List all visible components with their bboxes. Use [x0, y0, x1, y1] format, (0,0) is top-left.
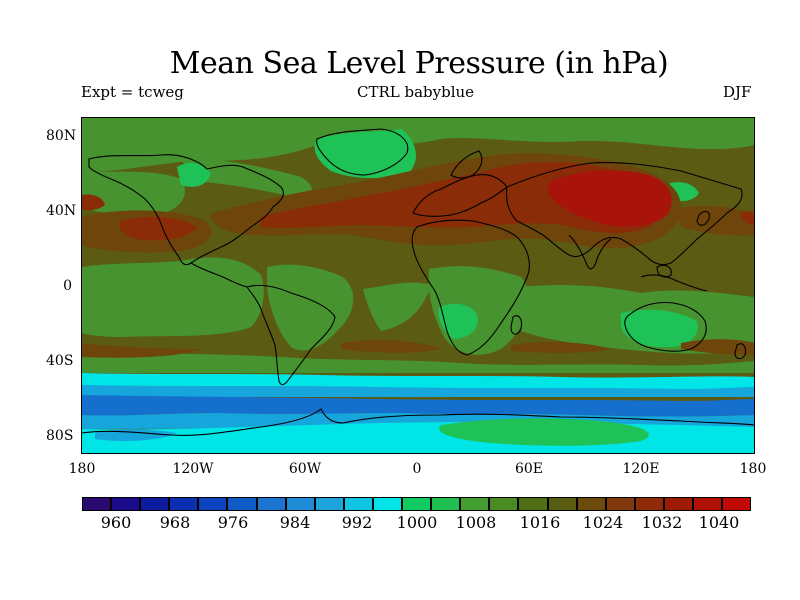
- lon-label-60w: 60W: [288, 461, 322, 477]
- lon-label-120w: 120W: [172, 461, 214, 477]
- lon-label-120e: 120E: [622, 461, 660, 477]
- colorbar-cell-17: [576, 497, 606, 511]
- colorbar-label-1032: 1032: [641, 513, 683, 532]
- orange-north-pacific-west: [675, 206, 755, 236]
- colorbar-cell-3: [169, 497, 199, 511]
- colorbar-label-1024: 1024: [582, 513, 624, 532]
- colorbar-cell-15: [518, 497, 548, 511]
- green-west-north-america: [81, 169, 185, 216]
- colorbar-cell-18: [605, 497, 635, 511]
- colorbar: [82, 497, 752, 511]
- lat-label-40s: 40S: [46, 353, 74, 369]
- lat-label-eq: 0: [63, 278, 72, 294]
- colorbar-label-984: 984: [279, 513, 311, 532]
- green-antarctica-east: [439, 418, 649, 446]
- coast-madagascar: [510, 315, 523, 335]
- lon-label-0: 0: [412, 461, 422, 477]
- coast-north-america: [88, 154, 284, 266]
- colorbar-label-1008: 1008: [455, 513, 497, 532]
- colorbar-cell-21: [692, 497, 723, 511]
- colorbar-cell-10: [372, 497, 403, 511]
- colorbar-label-992: 992: [341, 513, 373, 532]
- coast-greenland: [316, 128, 409, 176]
- coast-scandinavia: [450, 150, 483, 179]
- colorbar-label-960: 960: [100, 513, 132, 532]
- lat-label-80n: 80N: [46, 128, 77, 144]
- colorbar-label-1016: 1016: [519, 513, 561, 532]
- green-north-arctic: [81, 117, 755, 171]
- coast-new-zealand: [734, 343, 747, 360]
- green-south-band: [81, 349, 755, 373]
- coast-japan: [696, 210, 710, 226]
- colorbar-cell-4: [198, 497, 228, 511]
- orange-south-indian: [511, 342, 611, 353]
- colorbar-cell-9: [343, 497, 373, 511]
- bright-green-australia: [621, 309, 698, 348]
- lat-label-80s: 80S: [46, 428, 74, 444]
- colorbar-cell-14: [489, 497, 519, 511]
- colorbar-cell-0: [82, 497, 112, 511]
- pressure-map: [81, 117, 755, 454]
- colorbar-cell-11: [402, 497, 432, 511]
- colorbar-label-1040: 1040: [698, 513, 740, 532]
- map-svg: [81, 117, 755, 454]
- colorbar-cell-6: [256, 497, 286, 511]
- bright-green-nordic: [177, 162, 211, 187]
- red-azores-high: [119, 216, 197, 241]
- colorbar-label-976: 976: [217, 513, 249, 532]
- blue-south-band: [81, 395, 755, 417]
- colorbar-cell-22: [722, 497, 752, 511]
- orange-south-atlantic: [81, 343, 201, 358]
- coast-indonesia: [640, 274, 708, 292]
- dark-red-siberian-high: [547, 170, 672, 227]
- run-label: CTRL babyblue: [357, 83, 475, 101]
- green-tropical-west: [81, 257, 264, 337]
- colorbar-cell-2: [140, 497, 170, 511]
- coast-antarctica: [81, 408, 755, 436]
- red-north-pacific-west: [741, 211, 755, 225]
- bright-green-greenland: [314, 129, 416, 179]
- experiment-label: Expt = tcweg: [81, 83, 184, 101]
- green-south-america: [267, 264, 354, 351]
- colorbar-cell-5: [227, 497, 257, 511]
- lightblue-south-band: [81, 385, 755, 397]
- coast-central-america: [190, 262, 248, 288]
- bright-green-africa: [438, 303, 478, 339]
- coast-australia: [624, 301, 707, 352]
- coastlines: [81, 128, 755, 436]
- coast-india: [568, 234, 612, 270]
- map-frame: [81, 117, 755, 454]
- lightblue-antarctica-west: [95, 429, 177, 441]
- lon-label-60e: 60E: [514, 461, 544, 477]
- colorbar-cell-19: [634, 497, 664, 511]
- lon-label-180e: 180: [739, 461, 767, 477]
- colorbar-cell-16: [547, 497, 577, 511]
- green-tropical-atlantic: [363, 282, 431, 331]
- colorbar-cell-7: [285, 497, 315, 511]
- chart-title: Mean Sea Level Pressure (in hPa): [169, 46, 669, 81]
- colorbar-cell-20: [663, 497, 693, 511]
- coast-asia: [505, 161, 743, 266]
- colorbar-cell-12: [431, 497, 461, 511]
- coast-borneo: [656, 264, 672, 278]
- season-label: DJF: [723, 83, 752, 101]
- coast-africa: [411, 219, 530, 356]
- red-north-pacific-east: [81, 194, 105, 211]
- colorbar-label-1000: 1000: [396, 513, 438, 532]
- lat-label-40n: 40N: [46, 203, 77, 219]
- coast-south-america: [246, 284, 336, 386]
- orange-south-pacific: [341, 340, 441, 353]
- colorbar-cell-13: [460, 497, 490, 511]
- lon-label-180w: 180: [68, 461, 96, 477]
- colorbar-cell-8: [314, 497, 344, 511]
- colorbar-cell-1: [111, 497, 141, 511]
- colorbar-label-968: 968: [159, 513, 191, 532]
